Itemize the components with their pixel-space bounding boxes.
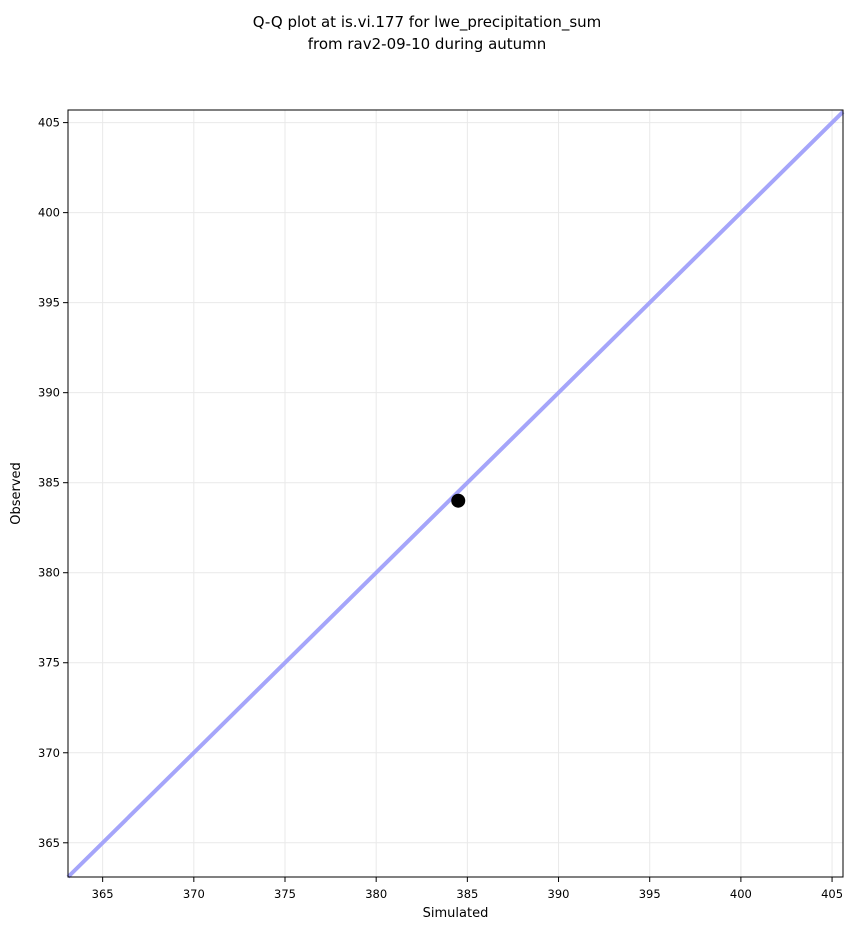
x-tick-label: 390 xyxy=(548,887,570,901)
x-tick-label: 405 xyxy=(821,887,843,901)
y-tick-label: 380 xyxy=(38,566,60,580)
y-tick-label: 370 xyxy=(38,746,60,760)
x-tick-label: 400 xyxy=(730,887,752,901)
y-tick-label: 375 xyxy=(38,656,60,670)
y-axis-label: Observed xyxy=(9,462,24,525)
x-tick-label: 385 xyxy=(456,887,478,901)
x-tick-label: 380 xyxy=(365,887,387,901)
x-tick-label: 365 xyxy=(92,887,114,901)
plot-render-layer: 365 370 375 380 385 390 395 400 405 365 370 375 380 3… xyxy=(38,109,845,901)
y-tick-label: 390 xyxy=(38,386,60,400)
y-tick-label: 385 xyxy=(38,476,60,490)
x-tick-label: 370 xyxy=(183,887,205,901)
x-axis-label: Simulated xyxy=(423,906,489,921)
y-tick-label: 395 xyxy=(38,296,60,310)
y-tick-label: 405 xyxy=(38,116,60,130)
x-tick-label: 395 xyxy=(639,887,661,901)
y-tick-label: 365 xyxy=(38,836,60,850)
y-tick-label: 400 xyxy=(38,206,60,220)
data-point xyxy=(451,493,466,508)
axes-frame xyxy=(67,109,844,878)
x-tick-label: 375 xyxy=(274,887,296,901)
